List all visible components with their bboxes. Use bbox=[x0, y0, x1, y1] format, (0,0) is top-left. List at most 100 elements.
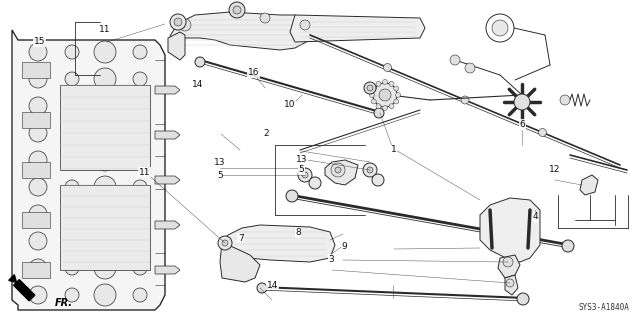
Circle shape bbox=[133, 261, 147, 275]
Polygon shape bbox=[22, 262, 50, 278]
Circle shape bbox=[65, 126, 79, 140]
Circle shape bbox=[29, 124, 47, 142]
Circle shape bbox=[300, 20, 310, 30]
Circle shape bbox=[133, 153, 147, 167]
Circle shape bbox=[133, 207, 147, 221]
Text: 8: 8 bbox=[295, 228, 301, 237]
Polygon shape bbox=[498, 255, 520, 278]
Circle shape bbox=[450, 55, 460, 65]
Text: 11: 11 bbox=[99, 25, 111, 34]
Circle shape bbox=[373, 83, 397, 107]
Circle shape bbox=[133, 180, 147, 194]
Circle shape bbox=[364, 82, 376, 94]
Polygon shape bbox=[580, 175, 598, 195]
Circle shape bbox=[133, 99, 147, 113]
Polygon shape bbox=[155, 266, 180, 274]
Text: 6: 6 bbox=[519, 120, 526, 129]
Circle shape bbox=[260, 13, 270, 23]
Polygon shape bbox=[22, 112, 50, 128]
Circle shape bbox=[376, 104, 381, 109]
Polygon shape bbox=[155, 86, 180, 94]
Circle shape bbox=[94, 149, 116, 171]
Circle shape bbox=[374, 108, 384, 118]
Circle shape bbox=[560, 95, 570, 105]
Circle shape bbox=[503, 257, 513, 267]
Circle shape bbox=[517, 293, 529, 305]
Circle shape bbox=[371, 99, 376, 104]
Circle shape bbox=[233, 6, 241, 14]
Circle shape bbox=[367, 167, 373, 173]
Circle shape bbox=[382, 106, 387, 110]
Circle shape bbox=[257, 283, 267, 293]
Polygon shape bbox=[170, 12, 310, 50]
Circle shape bbox=[302, 172, 308, 178]
Circle shape bbox=[218, 236, 232, 250]
Circle shape bbox=[94, 41, 116, 63]
Circle shape bbox=[65, 207, 79, 221]
Circle shape bbox=[65, 180, 79, 194]
Circle shape bbox=[65, 72, 79, 86]
Circle shape bbox=[65, 234, 79, 248]
Polygon shape bbox=[22, 62, 50, 78]
Polygon shape bbox=[480, 198, 540, 262]
Circle shape bbox=[372, 174, 384, 186]
Circle shape bbox=[94, 122, 116, 144]
Polygon shape bbox=[325, 160, 358, 185]
Circle shape bbox=[222, 240, 228, 246]
Circle shape bbox=[506, 279, 514, 287]
Text: 5: 5 bbox=[298, 165, 304, 174]
Circle shape bbox=[298, 168, 312, 182]
Text: 7: 7 bbox=[238, 234, 244, 243]
Text: 4: 4 bbox=[533, 212, 538, 221]
Circle shape bbox=[335, 167, 341, 173]
Circle shape bbox=[65, 99, 79, 113]
Circle shape bbox=[286, 190, 298, 202]
Circle shape bbox=[562, 240, 574, 252]
Circle shape bbox=[29, 151, 47, 169]
Circle shape bbox=[363, 163, 377, 177]
Text: 10: 10 bbox=[284, 100, 296, 108]
Circle shape bbox=[379, 89, 391, 101]
Polygon shape bbox=[22, 162, 50, 178]
Circle shape bbox=[396, 92, 401, 98]
Circle shape bbox=[94, 257, 116, 279]
Polygon shape bbox=[505, 275, 518, 295]
Text: 12: 12 bbox=[548, 165, 560, 174]
Circle shape bbox=[29, 205, 47, 223]
Circle shape bbox=[29, 232, 47, 250]
Text: 16: 16 bbox=[248, 68, 259, 77]
Circle shape bbox=[369, 92, 375, 98]
Polygon shape bbox=[12, 30, 165, 310]
Circle shape bbox=[514, 94, 530, 110]
Text: 3: 3 bbox=[328, 255, 334, 264]
Polygon shape bbox=[290, 15, 425, 42]
Circle shape bbox=[29, 259, 47, 277]
Circle shape bbox=[382, 79, 387, 84]
Text: 14: 14 bbox=[267, 281, 278, 290]
Circle shape bbox=[94, 203, 116, 225]
Circle shape bbox=[389, 81, 394, 86]
Text: 13: 13 bbox=[214, 158, 225, 167]
Circle shape bbox=[376, 81, 381, 86]
Circle shape bbox=[383, 63, 392, 71]
Circle shape bbox=[179, 19, 191, 31]
Circle shape bbox=[309, 177, 321, 189]
Circle shape bbox=[461, 96, 469, 104]
Text: 1: 1 bbox=[390, 145, 397, 154]
Polygon shape bbox=[22, 212, 50, 228]
Circle shape bbox=[367, 85, 373, 91]
Circle shape bbox=[65, 261, 79, 275]
Text: 11: 11 bbox=[139, 168, 150, 177]
Polygon shape bbox=[220, 242, 260, 282]
Circle shape bbox=[29, 70, 47, 88]
Circle shape bbox=[94, 284, 116, 306]
Circle shape bbox=[94, 176, 116, 198]
Circle shape bbox=[94, 95, 116, 117]
Circle shape bbox=[538, 129, 547, 137]
Circle shape bbox=[29, 178, 47, 196]
Circle shape bbox=[29, 43, 47, 61]
Polygon shape bbox=[168, 32, 185, 60]
Circle shape bbox=[133, 72, 147, 86]
Circle shape bbox=[133, 288, 147, 302]
Circle shape bbox=[94, 68, 116, 90]
